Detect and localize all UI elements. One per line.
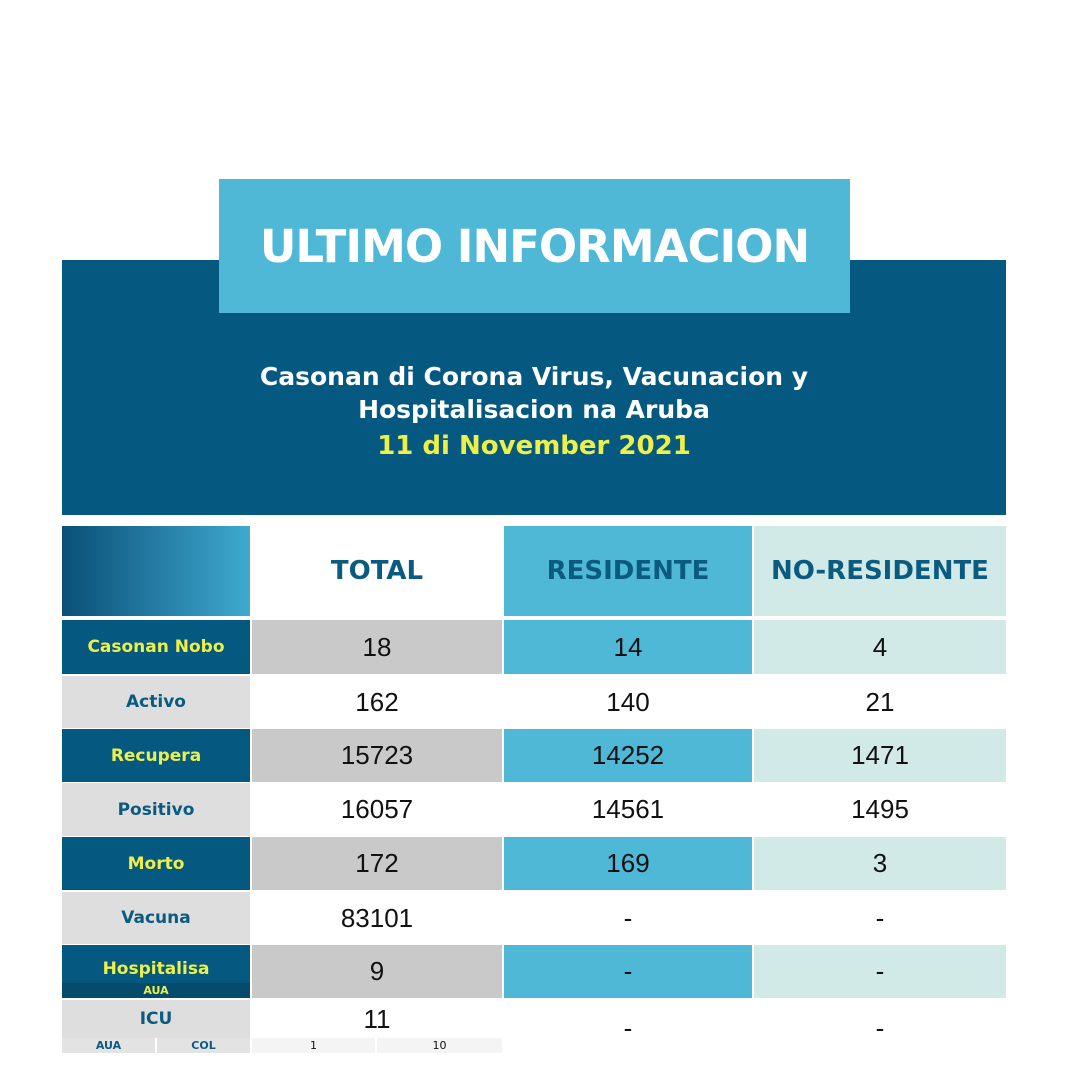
cell-morto-total: 172 — [252, 837, 502, 890]
row-label-icu-cell: ICU — [62, 1000, 250, 1038]
cell-vacuna-residente: - — [504, 892, 752, 944]
row-label-activo: Activo — [62, 676, 250, 728]
subtitle-line-2: Hospitalisacion na Aruba — [358, 395, 710, 424]
cell-recupera-no-residente: 1471 — [754, 729, 1006, 782]
cell-icu-total: 11 — [252, 1000, 502, 1038]
cell-activo-residente: 140 — [504, 676, 752, 728]
icu-sublabel-col: COL — [157, 1038, 250, 1053]
cell-activo-total: 162 — [252, 676, 502, 728]
row-label-icu: ICU — [139, 1009, 173, 1029]
cell-recupera-total: 15723 — [252, 729, 502, 782]
icu-subvalue-aua: 1 — [252, 1038, 375, 1053]
hospitalisa-sublabel-aua: AUA — [62, 983, 250, 998]
cell-casonan-nobo-no-residente: 4 — [754, 620, 1006, 674]
cell-hospitalisa-total: 9 — [252, 945, 502, 998]
table-corner — [62, 526, 250, 616]
cell-vacuna-no-residente: - — [754, 892, 1006, 944]
cell-activo-no-residente: 21 — [754, 676, 1006, 728]
icu-subvalue-col: 10 — [377, 1038, 502, 1053]
row-label-casonan-nobo: Casonan Nobo — [62, 620, 250, 674]
cell-icu-no-residente: - — [754, 1000, 1006, 1056]
cell-positivo-no-residente: 1495 — [754, 783, 1006, 836]
report-date: 11 di November 2021 — [377, 431, 691, 461]
title-box: ULTIMO INFORMACION — [219, 179, 850, 313]
column-header-total: TOTAL — [252, 526, 502, 616]
column-header-residente: RESIDENTE — [504, 526, 752, 616]
row-label-recupera: Recupera — [62, 729, 250, 782]
cell-morto-no-residente: 3 — [754, 837, 1006, 890]
cell-positivo-total: 16057 — [252, 783, 502, 836]
icu-sublabel-aua: AUA — [62, 1038, 155, 1053]
page-title: ULTIMO INFORMACION — [259, 219, 810, 273]
cell-hospitalisa-residente: - — [504, 945, 752, 998]
cell-morto-residente: 169 — [504, 837, 752, 890]
cell-hospitalisa-no-residente: - — [754, 945, 1006, 998]
row-label-morto: Morto — [62, 837, 250, 890]
cell-icu-residente: - — [504, 1000, 752, 1056]
cell-casonan-nobo-total: 18 — [252, 620, 502, 674]
cell-casonan-nobo-residente: 14 — [504, 620, 752, 674]
cell-vacuna-total: 83101 — [252, 892, 502, 944]
subtitle-line-1: Casonan di Corona Virus, Vacunacion y — [259, 362, 809, 391]
row-label-vacuna: Vacuna — [62, 892, 250, 944]
cell-recupera-residente: 14252 — [504, 729, 752, 782]
column-header-no-residente: NO-RESIDENTE — [754, 526, 1006, 616]
row-label-hospitalisa: Hospitalisa — [102, 958, 210, 979]
subtitle: Casonan di Corona Virus, Vacunacion y Ho… — [62, 360, 1006, 463]
cell-positivo-residente: 14561 — [504, 783, 752, 836]
row-label-positivo: Positivo — [62, 783, 250, 836]
